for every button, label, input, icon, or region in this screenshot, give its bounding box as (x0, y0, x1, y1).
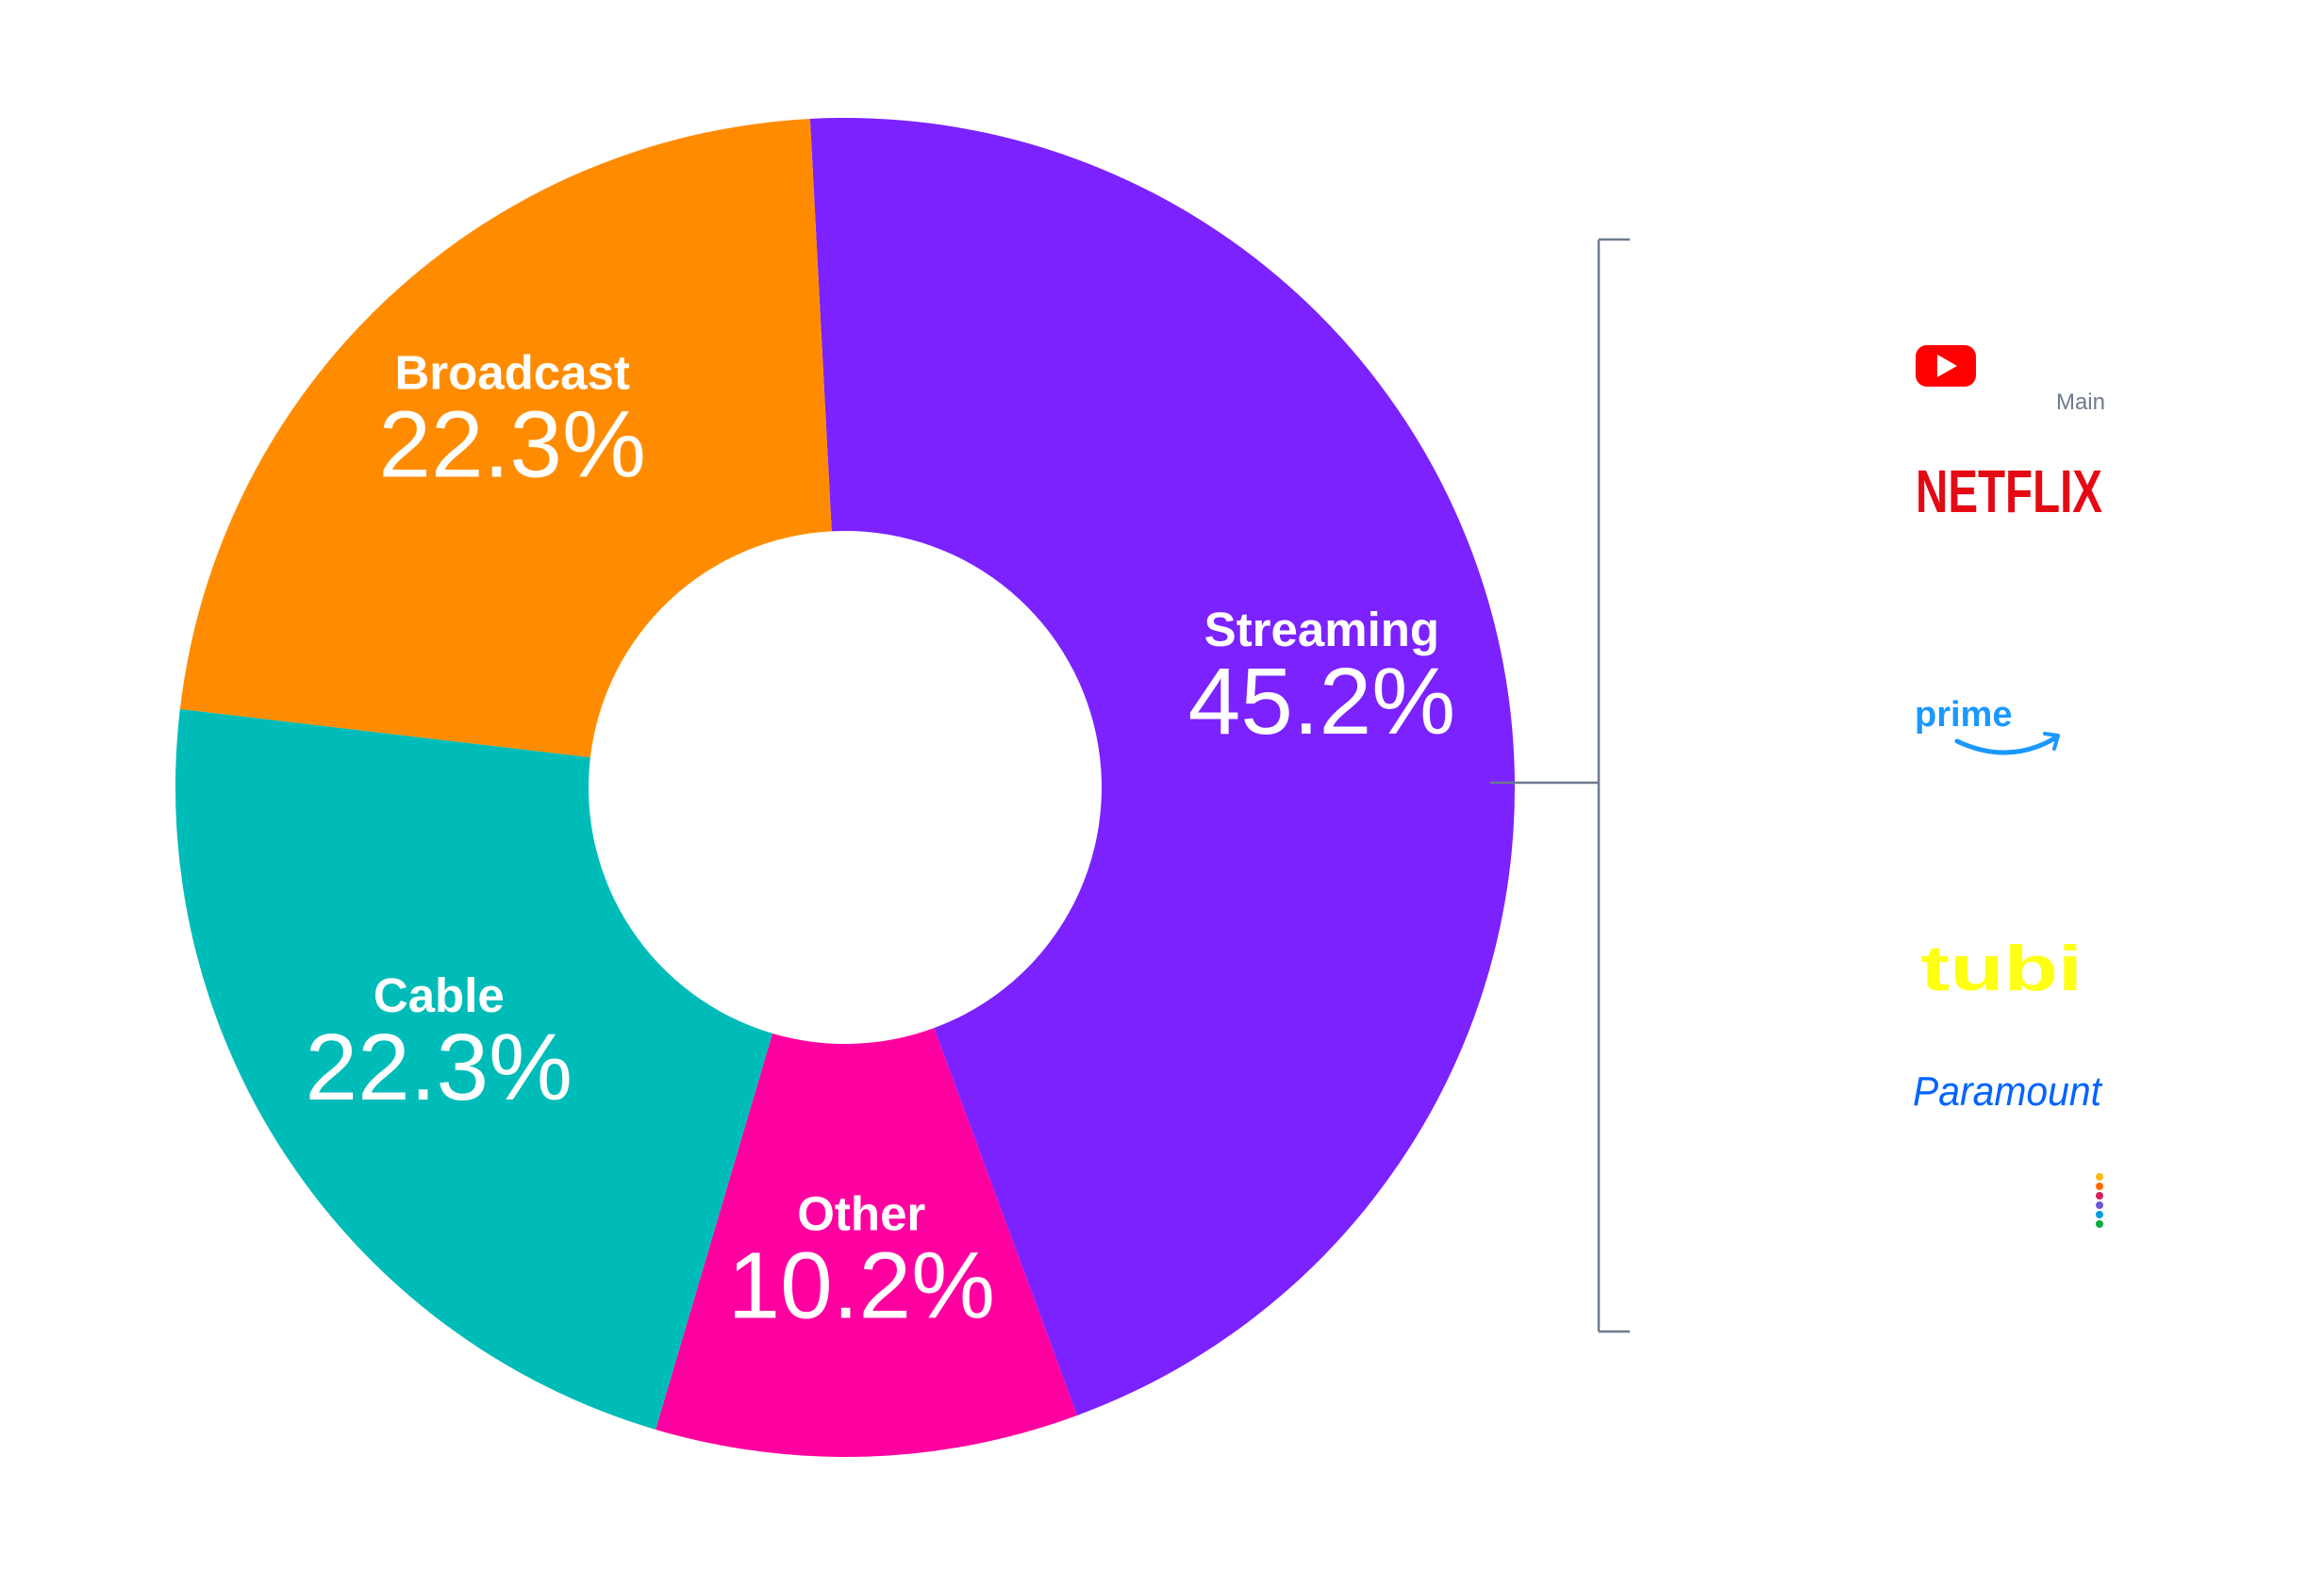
slice-label-broadcast: Broadcast (394, 345, 629, 399)
youtube-logo (1916, 345, 1976, 387)
prime-video-logo: prime (1915, 695, 2060, 755)
slice-label-cable: Cable (374, 968, 505, 1022)
streaming-logos: Main NETFLIX prime tubi Paramount (1913, 345, 2105, 1228)
slice-value-other: 10.2% (728, 1233, 996, 1339)
paramount-logo: Paramount (1913, 1068, 2103, 1115)
slice-label-other: Other (797, 1187, 925, 1241)
main-note: Main (2056, 389, 2105, 415)
slice-value-streaming: 45.2% (1188, 649, 1456, 754)
peacock-logo (2096, 1173, 2103, 1228)
svg-text:prime: prime (1915, 695, 2012, 735)
slice-other (656, 1028, 1078, 1457)
netflix-logo: NETFLIX (1916, 457, 2102, 525)
slice-cable (174, 708, 773, 1430)
slice-value-broadcast: 22.3% (378, 391, 646, 497)
slice-broadcast (179, 118, 832, 758)
donut-slices (174, 118, 1515, 1457)
slice-labels: Streaming45.2%Other10.2%Cable22.3%Broadc… (306, 345, 1456, 1338)
slice-label-streaming: Streaming (1204, 603, 1439, 656)
tubi-logo: tubi (1920, 933, 2083, 1004)
slice-streaming (809, 118, 1515, 1415)
streaming-bracket (1490, 238, 1630, 1333)
slice-value-cable: 22.3% (306, 1015, 573, 1120)
